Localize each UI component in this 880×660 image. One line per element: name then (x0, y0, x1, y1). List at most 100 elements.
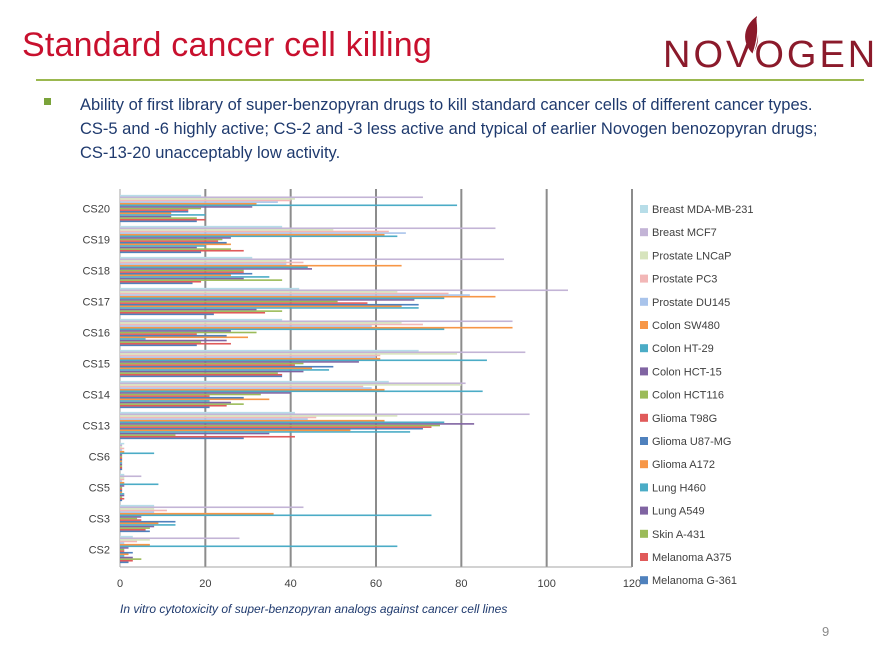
bar (120, 249, 244, 252)
bar (120, 506, 304, 509)
bar (120, 311, 266, 314)
bar (120, 310, 283, 312)
bar (120, 539, 150, 541)
bar (120, 435, 295, 438)
legend-label: Melanoma G-361 (652, 575, 737, 587)
bar (120, 217, 197, 219)
bar (120, 465, 123, 467)
bar (120, 419, 385, 422)
bar (120, 426, 432, 428)
bar (120, 322, 402, 324)
bar (120, 429, 351, 432)
bar (120, 303, 419, 306)
bar (120, 522, 159, 525)
bar (120, 280, 202, 283)
bar (120, 353, 458, 355)
bar (120, 395, 210, 397)
y-tick-label: CS19 (82, 235, 110, 247)
bar (120, 277, 244, 280)
bar (120, 421, 445, 424)
bar (120, 264, 402, 267)
x-tick-label: 0 (117, 578, 123, 590)
bar (120, 361, 359, 363)
bar (120, 431, 411, 433)
bar (120, 423, 475, 425)
bar (120, 457, 123, 459)
legend-label: Melanoma A375 (652, 552, 732, 564)
y-tick-label: CS15 (82, 359, 110, 371)
bar (120, 398, 270, 401)
bar (120, 344, 197, 347)
bar (120, 233, 385, 236)
bar (120, 452, 155, 455)
slide-title: Standard cancer cell killing (22, 26, 433, 64)
bar (120, 458, 123, 461)
bar (120, 530, 150, 533)
bar (120, 449, 123, 451)
bar (120, 460, 123, 463)
bar (120, 516, 142, 518)
bar (120, 291, 398, 293)
bar (120, 511, 155, 513)
bar (120, 351, 526, 354)
bar (120, 356, 376, 358)
bar (120, 442, 125, 445)
bar (120, 279, 283, 281)
bar (120, 287, 300, 290)
bar (120, 375, 283, 378)
bar (120, 207, 202, 210)
y-tick-label: CS17 (82, 297, 110, 309)
legend-swatch (640, 251, 648, 260)
bar (120, 202, 257, 205)
bar (120, 496, 123, 498)
bar (120, 325, 372, 327)
bar (120, 416, 317, 419)
bar (120, 261, 304, 264)
bar (120, 400, 210, 402)
bar (120, 246, 197, 249)
bar (120, 297, 445, 300)
bar (120, 365, 334, 368)
bar (120, 415, 398, 417)
legend-swatch (640, 205, 648, 213)
legend-swatch (640, 413, 648, 422)
bar (120, 302, 368, 304)
legend-label: Colon SW480 (652, 320, 720, 332)
bar (120, 308, 257, 311)
bar (120, 328, 445, 331)
bar (120, 330, 231, 332)
leaf-icon (745, 16, 759, 55)
bar (120, 489, 123, 492)
bar (120, 359, 487, 362)
bar (120, 292, 449, 295)
bar (120, 551, 133, 554)
bar (120, 294, 470, 296)
y-tick-label: CS20 (82, 204, 110, 216)
bar (120, 237, 231, 239)
bar (120, 481, 125, 484)
bar (120, 403, 244, 405)
legend-swatch (640, 483, 648, 492)
bar (120, 401, 231, 404)
y-tick-label: CS6 (89, 452, 110, 464)
bar (120, 289, 568, 292)
bar (120, 241, 227, 244)
bar (120, 209, 189, 211)
bar (120, 384, 462, 386)
bar (120, 318, 283, 321)
bar (120, 196, 423, 199)
bar (120, 364, 295, 366)
y-tick-label: CS5 (89, 483, 110, 495)
bar (120, 243, 231, 246)
bar (120, 463, 123, 466)
bar (120, 238, 223, 241)
bar (120, 282, 193, 285)
bar (120, 268, 312, 270)
bar (120, 369, 330, 371)
bar (120, 486, 123, 489)
bar (120, 466, 123, 469)
bar (120, 406, 210, 409)
legend-label: Lung A549 (652, 506, 705, 518)
bar (120, 258, 504, 261)
bar (120, 462, 123, 464)
